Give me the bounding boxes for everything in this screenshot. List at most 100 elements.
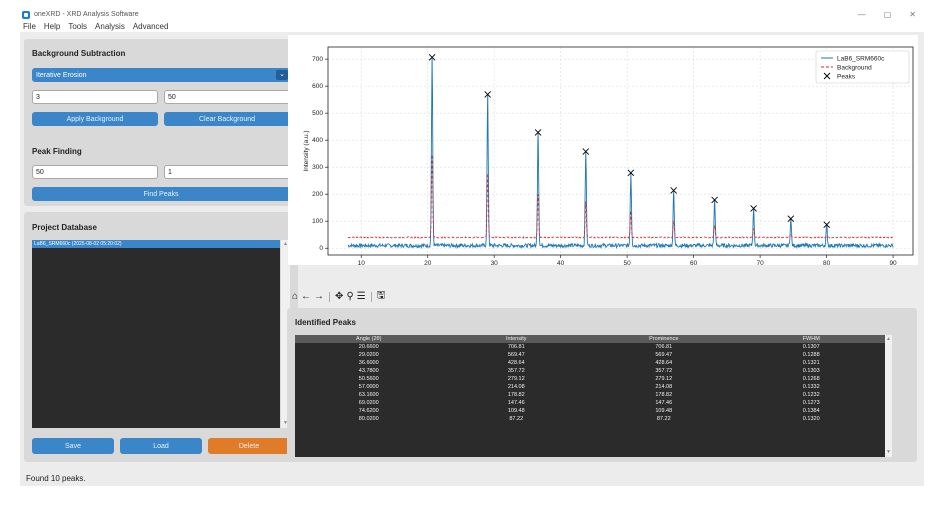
peak-param1-input[interactable]: 50 <box>32 165 158 179</box>
pan-icon[interactable]: ✥ <box>335 291 344 302</box>
save-button[interactable]: Save <box>32 438 114 454</box>
x-tick-label: 70 <box>756 260 764 265</box>
column-header-angle[interactable]: Angle (2θ) <box>356 336 382 342</box>
title-bar: oneXRD - XRD Analysis Software — ▢ ✕ <box>20 8 924 21</box>
forward-icon[interactable]: → <box>314 291 325 302</box>
apply-background-button[interactable]: Apply Background <box>32 112 158 126</box>
table-cell: 214.08 <box>507 384 525 390</box>
status-bar: Found 10 peaks. <box>26 474 86 483</box>
scroll-down-icon[interactable]: ▼ <box>283 420 288 426</box>
configure-icon[interactable]: ☰ <box>356 291 366 302</box>
project-list[interactable]: LaB6_SRM660c (2025-08-02 05:20:02) <box>32 240 280 428</box>
scroll-up-icon[interactable]: ▲ <box>283 241 288 247</box>
background-method-select[interactable]: Iterative Erosion ⌄ <box>32 68 290 82</box>
table-cell: 569.47 <box>655 352 673 358</box>
clear-background-button[interactable]: Clear Background <box>164 112 290 126</box>
peak-finding-title: Peak Finding <box>32 147 82 156</box>
save-figure-icon[interactable]: 🖫 <box>376 290 386 301</box>
xrd-chart[interactable]: 10 20 30 40 50 60 70 80 90 0 100 200 300 400 500 600 700… <box>288 35 918 276</box>
series-line-lab6 <box>347 57 894 250</box>
table-cell: 57.0000 <box>358 384 379 390</box>
table-cell: 74.6200 <box>358 408 379 414</box>
chevron-down-icon[interactable]: ⌄ <box>276 70 288 80</box>
table-cell: 0.1320 <box>802 416 820 422</box>
peak-marker <box>627 169 635 177</box>
table-cell: 147.46 <box>655 400 673 406</box>
table-cell: 0.1268 <box>802 376 820 382</box>
back-icon[interactable]: ← <box>301 291 312 302</box>
table-row[interactable]: 63.1600 178.82 178.82 0.1232 <box>295 391 885 399</box>
minimize-button[interactable]: — <box>857 10 866 19</box>
menu-advanced[interactable]: Advanced <box>132 22 169 31</box>
table-cell: 109.48 <box>655 408 673 414</box>
identified-peaks-title: Identified Peaks <box>295 318 356 327</box>
peaks-table-header: Angle (2θ) Intensity Prominence FWHM <box>295 335 885 343</box>
table-row[interactable]: 69.0200 147.46 147.46 0.1273 <box>295 399 885 407</box>
table-row[interactable]: 20.6600 706.81 706.81 0.1307 <box>295 343 885 351</box>
y-tick-label: 100 <box>312 218 323 225</box>
y-axis-label: Intensity (a.u.) <box>303 130 310 171</box>
project-list-item[interactable]: LaB6_SRM660c (2025-08-02 05:20:02) <box>32 240 280 248</box>
table-row[interactable]: 80.0200 87.22 87.22 0.1320 <box>295 415 885 423</box>
x-tick-label: 50 <box>624 260 632 265</box>
table-row[interactable]: 29.0200 569.47 569.47 0.1288 <box>295 351 885 359</box>
table-row[interactable]: 74.6200 109.48 109.48 0.1384 <box>295 407 885 415</box>
table-cell: 29.0200 <box>358 352 379 358</box>
table-cell: 109.48 <box>507 408 525 414</box>
scroll-up-icon[interactable]: ▲ <box>886 336 891 342</box>
y-tick-label: 400 <box>312 137 323 144</box>
table-cell: 0.1288 <box>802 352 820 358</box>
menu-analysis[interactable]: Analysis <box>95 22 125 31</box>
table-row[interactable]: 57.0000 214.08 214.08 0.1332 <box>295 383 885 391</box>
x-tick-label: 60 <box>690 260 698 265</box>
processing-panel: Background Subtraction Iterative Erosion… <box>24 39 298 206</box>
home-icon[interactable]: ⌂ <box>292 291 299 302</box>
plot-toolbar: ⌂ ← → ✥ ⚲ ☰ 🖫 <box>292 288 385 305</box>
delete-button[interactable]: Delete <box>208 438 290 454</box>
app-icon <box>22 10 30 19</box>
peak-marker <box>750 205 757 212</box>
scroll-down-icon[interactable]: ▼ <box>886 449 891 455</box>
background-param2-input[interactable]: 50 <box>164 90 290 104</box>
table-cell: 706.81 <box>655 344 673 350</box>
zoom-icon[interactable]: ⚲ <box>346 291 354 302</box>
menu-tools[interactable]: Tools <box>68 22 88 31</box>
peak-marker <box>670 187 678 194</box>
background-param1-input[interactable]: 3 <box>32 90 158 104</box>
toolbar-separator <box>370 291 372 302</box>
column-header-intensity[interactable]: Intensity <box>506 336 527 342</box>
x-tick-label: 30 <box>491 260 499 265</box>
peak-marker <box>428 53 436 61</box>
peak-marker <box>484 91 491 98</box>
project-list-scrollbar[interactable]: ▲ ▼ <box>281 240 290 428</box>
window-title: oneXRD - XRD Analysis Software <box>34 11 139 18</box>
table-cell: 63.1600 <box>358 392 379 398</box>
table-cell: 178.82 <box>507 392 525 398</box>
table-cell: 43.7800 <box>358 368 379 374</box>
peak-param2-input[interactable]: 1 <box>164 165 290 179</box>
column-header-prominence[interactable]: Prominence <box>649 336 679 342</box>
table-cell: 80.0200 <box>358 416 379 422</box>
table-cell: 569.47 <box>507 352 525 358</box>
table-row[interactable]: 36.6000 428.64 428.64 0.1321 <box>295 359 885 367</box>
peaks-table-scrollbar[interactable]: ▲ ▼ <box>885 335 892 457</box>
x-tick-label: 40 <box>557 260 565 265</box>
table-row[interactable]: 50.5600 279.12 279.12 0.1268 <box>295 375 885 383</box>
table-cell: 214.08 <box>655 384 673 390</box>
peaks-table[interactable]: Angle (2θ) Intensity Prominence FWHM 20.… <box>295 335 885 457</box>
table-cell: 0.1273 <box>802 400 820 406</box>
peak-marker <box>787 215 795 222</box>
y-tick-label: 600 <box>312 83 323 90</box>
background-subtraction-title: Background Subtraction <box>32 49 126 58</box>
close-button[interactable]: ✕ <box>909 10 916 19</box>
maximize-button[interactable]: ▢ <box>883 10 892 19</box>
plot-canvas[interactable]: 10 20 30 40 50 60 70 80 90 0 100 200 300 400 500 600 700… <box>288 35 918 276</box>
menu-file[interactable]: File <box>23 22 36 31</box>
peak-marker <box>534 129 542 136</box>
table-row[interactable]: 43.7800 357.72 357.72 0.1303 <box>295 367 885 375</box>
find-peaks-button[interactable]: Find Peaks <box>32 187 290 201</box>
load-button[interactable]: Load <box>120 438 202 454</box>
menu-help[interactable]: Help <box>43 22 61 31</box>
column-header-fwhm[interactable]: FWHM <box>802 336 820 342</box>
table-cell: 69.0200 <box>358 400 379 406</box>
